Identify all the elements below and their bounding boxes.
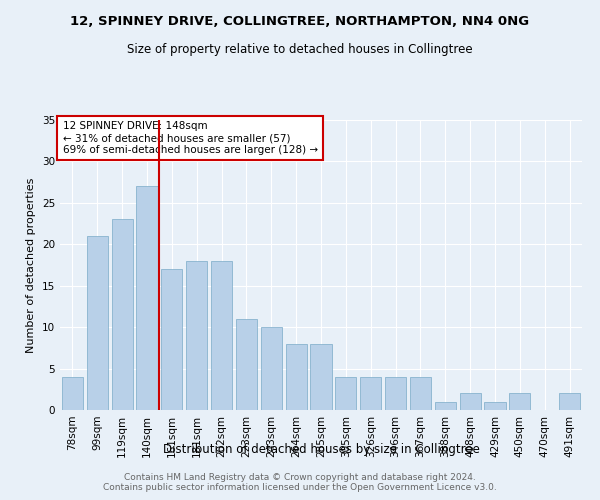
Bar xyxy=(509,394,530,410)
Y-axis label: Number of detached properties: Number of detached properties xyxy=(26,178,37,352)
Bar xyxy=(186,261,207,410)
Bar xyxy=(261,327,282,410)
Bar xyxy=(385,377,406,410)
Text: Size of property relative to detached houses in Collingtree: Size of property relative to detached ho… xyxy=(127,42,473,56)
Text: Contains HM Land Registry data © Crown copyright and database right 2024.
Contai: Contains HM Land Registry data © Crown c… xyxy=(103,472,497,492)
Bar xyxy=(161,269,182,410)
Bar xyxy=(460,394,481,410)
Bar xyxy=(410,377,431,410)
Bar xyxy=(559,394,580,410)
Text: 12 SPINNEY DRIVE: 148sqm
← 31% of detached houses are smaller (57)
69% of semi-d: 12 SPINNEY DRIVE: 148sqm ← 31% of detach… xyxy=(62,122,318,154)
Bar xyxy=(310,344,332,410)
Bar xyxy=(286,344,307,410)
Bar xyxy=(136,186,158,410)
Text: Distribution of detached houses by size in Collingtree: Distribution of detached houses by size … xyxy=(163,442,479,456)
Bar xyxy=(360,377,381,410)
Bar xyxy=(211,261,232,410)
Text: 12, SPINNEY DRIVE, COLLINGTREE, NORTHAMPTON, NN4 0NG: 12, SPINNEY DRIVE, COLLINGTREE, NORTHAMP… xyxy=(70,15,530,28)
Bar xyxy=(236,319,257,410)
Bar xyxy=(335,377,356,410)
Bar xyxy=(484,402,506,410)
Bar xyxy=(62,377,83,410)
Bar xyxy=(87,236,108,410)
Bar xyxy=(435,402,456,410)
Bar xyxy=(112,220,133,410)
